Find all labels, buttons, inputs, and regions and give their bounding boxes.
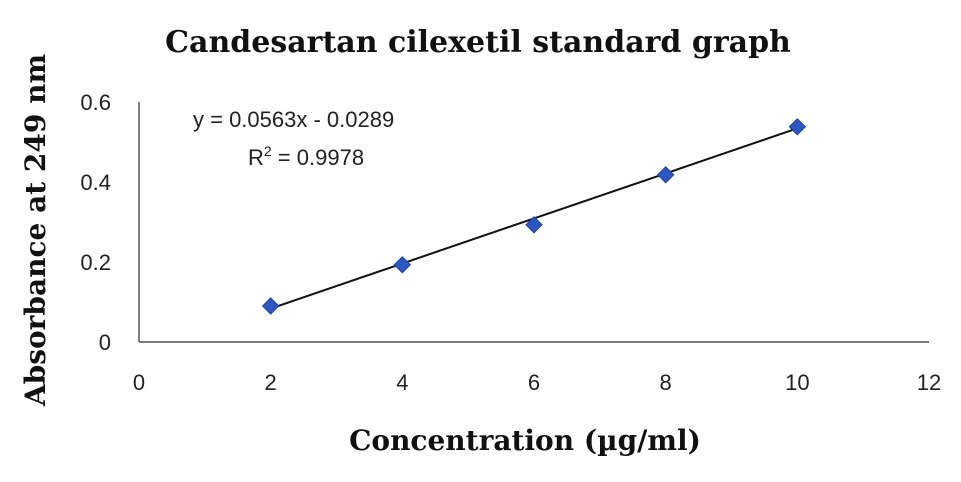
axes <box>138 102 929 343</box>
data-point <box>788 118 807 136</box>
data-point <box>261 297 280 315</box>
data-points <box>261 118 807 315</box>
r-squared-value: = 0.9978 <box>272 145 364 170</box>
x-axis-title: Concentration (µg/ml) <box>349 424 701 457</box>
data-point <box>656 166 675 184</box>
x-tick-label: 10 <box>785 370 809 395</box>
chart-title: Candesartan cilexetil standard graph <box>165 25 791 60</box>
trendline-equation: y = 0.0563x - 0.0289 <box>193 107 394 132</box>
data-point <box>393 256 412 274</box>
r-squared-label: R2 = 0.9978 <box>248 143 364 170</box>
y-tick-label: 0 <box>99 330 111 355</box>
x-tick-label: 2 <box>265 370 277 395</box>
y-tick-label: 0.2 <box>80 250 111 275</box>
x-tick-label: 0 <box>133 370 145 395</box>
x-tick-labels: 0 2 4 6 8 10 12 <box>133 370 941 395</box>
y-axis-title: Absorbance at 249 nm <box>19 54 52 407</box>
r-squared-superscript: 2 <box>264 143 272 159</box>
y-tick-label: 0.6 <box>80 90 111 115</box>
x-tick-label: 12 <box>917 370 941 395</box>
y-tick-label: 0.4 <box>80 170 111 195</box>
x-tick-label: 8 <box>660 370 672 395</box>
y-tick-labels: 0 0.2 0.4 0.6 <box>80 90 111 355</box>
x-tick-label: 6 <box>528 370 540 395</box>
r-squared-symbol: R <box>248 145 264 170</box>
data-point <box>525 216 543 234</box>
x-tick-label: 4 <box>396 370 408 395</box>
